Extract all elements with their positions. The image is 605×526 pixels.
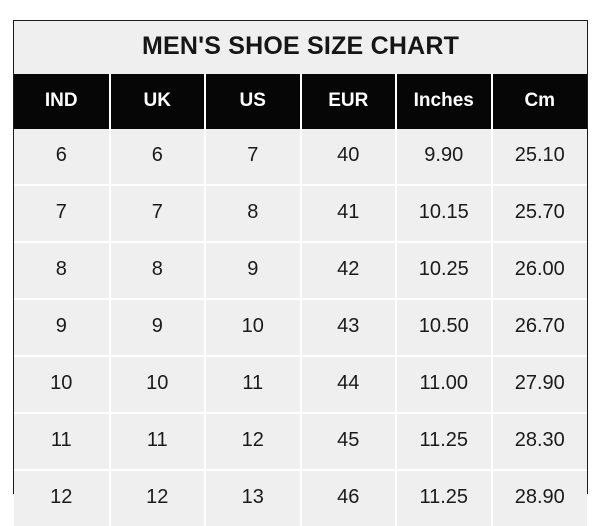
cell-uk: 10 bbox=[109, 356, 206, 414]
cell-eur: 45 bbox=[300, 413, 397, 471]
cell-ind: 11 bbox=[14, 413, 111, 471]
cell-us: 7 bbox=[205, 129, 302, 186]
header-row: IND UK US EUR Inches Cm bbox=[14, 74, 587, 129]
cell-inches: 10.25 bbox=[396, 242, 493, 300]
cell-ind: 6 bbox=[14, 129, 111, 186]
table-row: 7 7 8 41 10.15 25.70 bbox=[14, 185, 587, 243]
cell-uk: 7 bbox=[109, 185, 206, 243]
column-header-us: US bbox=[205, 74, 302, 129]
cell-ind: 12 bbox=[14, 470, 111, 526]
cell-inches: 10.15 bbox=[396, 185, 493, 243]
cell-us: 11 bbox=[205, 356, 302, 414]
cell-inches: 10.50 bbox=[396, 299, 493, 357]
cell-cm: 26.00 bbox=[491, 242, 587, 300]
cell-uk: 9 bbox=[109, 299, 206, 357]
size-chart-container: MEN'S SHOE SIZE CHART IND UK US EUR Inch… bbox=[13, 20, 588, 526]
cell-us: 12 bbox=[205, 413, 302, 471]
table-row: 9 9 10 43 10.50 26.70 bbox=[14, 299, 587, 357]
cell-uk: 11 bbox=[109, 413, 206, 471]
cell-eur: 43 bbox=[300, 299, 397, 357]
chart-title: MEN'S SHOE SIZE CHART bbox=[14, 21, 587, 74]
column-header-inches: Inches bbox=[396, 74, 493, 129]
table-body: 6 6 7 40 9.90 25.10 7 7 8 41 10.15 25.70… bbox=[14, 129, 587, 526]
cell-us: 10 bbox=[205, 299, 302, 357]
cell-eur: 42 bbox=[300, 242, 397, 300]
cell-inches: 9.90 bbox=[396, 129, 493, 186]
table-row: 11 11 12 45 11.25 28.30 bbox=[14, 413, 587, 471]
cell-cm: 27.90 bbox=[491, 356, 587, 414]
column-header-eur: EUR bbox=[300, 74, 397, 129]
shoe-size-table: IND UK US EUR Inches Cm 6 6 7 40 9.90 25… bbox=[14, 74, 587, 526]
column-header-cm: Cm bbox=[491, 74, 587, 129]
cell-eur: 44 bbox=[300, 356, 397, 414]
table-header: IND UK US EUR Inches Cm bbox=[14, 74, 587, 129]
cell-ind: 10 bbox=[14, 356, 111, 414]
cell-cm: 25.70 bbox=[491, 185, 587, 243]
column-header-uk: UK bbox=[109, 74, 206, 129]
cell-us: 8 bbox=[205, 185, 302, 243]
column-header-ind: IND bbox=[14, 74, 111, 129]
table-row: 12 12 13 46 11.25 28.90 bbox=[14, 470, 587, 526]
cell-inches: 11.25 bbox=[396, 470, 493, 526]
cell-cm: 26.70 bbox=[491, 299, 587, 357]
table-row: 10 10 11 44 11.00 27.90 bbox=[14, 356, 587, 414]
cell-uk: 12 bbox=[109, 470, 206, 526]
table-row: 6 6 7 40 9.90 25.10 bbox=[14, 129, 587, 186]
cell-cm: 25.10 bbox=[491, 129, 587, 186]
cell-eur: 41 bbox=[300, 185, 397, 243]
cell-ind: 7 bbox=[14, 185, 111, 243]
cell-uk: 6 bbox=[109, 129, 206, 186]
cell-cm: 28.90 bbox=[491, 470, 587, 526]
cell-ind: 8 bbox=[14, 242, 111, 300]
cell-inches: 11.25 bbox=[396, 413, 493, 471]
cell-inches: 11.00 bbox=[396, 356, 493, 414]
cell-us: 9 bbox=[205, 242, 302, 300]
cell-cm: 28.30 bbox=[491, 413, 587, 471]
table-row: 8 8 9 42 10.25 26.00 bbox=[14, 242, 587, 300]
cell-us: 13 bbox=[205, 470, 302, 526]
cell-uk: 8 bbox=[109, 242, 206, 300]
cell-eur: 40 bbox=[300, 129, 397, 186]
cell-eur: 46 bbox=[300, 470, 397, 526]
cell-ind: 9 bbox=[14, 299, 111, 357]
